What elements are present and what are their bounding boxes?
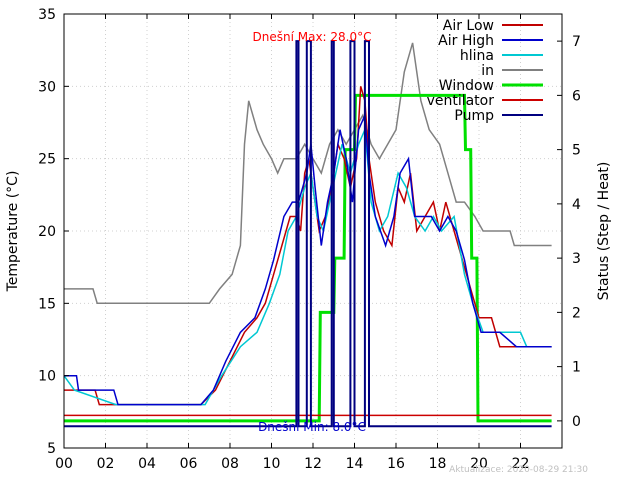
x-tick-label: 20 — [470, 456, 488, 472]
y2-tick-label: 3 — [572, 251, 581, 267]
max-annotation: Dnešní Max: 28.0°C — [253, 30, 372, 44]
min-annotation: Dnešní Min: 8.0°C — [258, 420, 366, 434]
y2-tick-label: 0 — [572, 414, 581, 430]
y-tick-label: 25 — [38, 152, 56, 168]
y-tick-label: 10 — [38, 369, 56, 385]
x-tick-label: 08 — [221, 456, 239, 472]
x-tick-label: 06 — [180, 456, 198, 472]
y2-tick-label: 5 — [572, 143, 581, 159]
legend-label-window: Window — [439, 78, 494, 94]
y2-axis-label: Status (Step / Heat) — [596, 162, 612, 301]
y-tick-label: 5 — [47, 441, 56, 457]
legend-label-hlina: hlina — [460, 48, 494, 64]
x-tick-label: 04 — [138, 456, 156, 472]
ticks: 00 02 04 06 08 10 12 14 16 18 20 225101520253035012… — [38, 7, 581, 472]
y-axis-label: Temperature (°C) — [5, 171, 21, 293]
x-tick-label: 00 — [55, 456, 73, 472]
y2-tick-label: 4 — [572, 197, 581, 213]
series-air-high-line — [64, 114, 552, 406]
y-tick-label: 35 — [38, 7, 56, 23]
legend-label-in: in — [481, 63, 494, 79]
series-layer — [63, 40, 552, 428]
series-pump-line — [64, 40, 552, 428]
legend-label-air-low: Air Low — [443, 18, 494, 34]
legend-label-pump: Pump — [454, 108, 494, 124]
y-tick-label: 20 — [38, 224, 56, 240]
legend-label-air-high: Air High — [438, 33, 494, 49]
y2-tick-label: 7 — [572, 34, 581, 50]
y2-tick-label: 6 — [572, 88, 581, 104]
y-tick-label: 30 — [38, 79, 56, 95]
x-tick-label: 22 — [512, 456, 530, 472]
x-tick-label: 10 — [263, 456, 281, 472]
legend-label-ventilator: ventilator — [427, 93, 495, 109]
x-tick-label: 02 — [97, 456, 115, 472]
x-tick-label: 14 — [346, 456, 364, 472]
x-tick-label: 12 — [304, 456, 322, 472]
y2-tick-label: 1 — [572, 360, 581, 376]
x-tick-label: 16 — [387, 456, 405, 472]
x-tick-label: 18 — [429, 456, 447, 472]
y-tick-label: 15 — [38, 296, 56, 312]
updated-timestamp: Aktualizace: 2020-08-29 21:30 — [449, 465, 588, 475]
y2-tick-label: 2 — [572, 305, 581, 321]
